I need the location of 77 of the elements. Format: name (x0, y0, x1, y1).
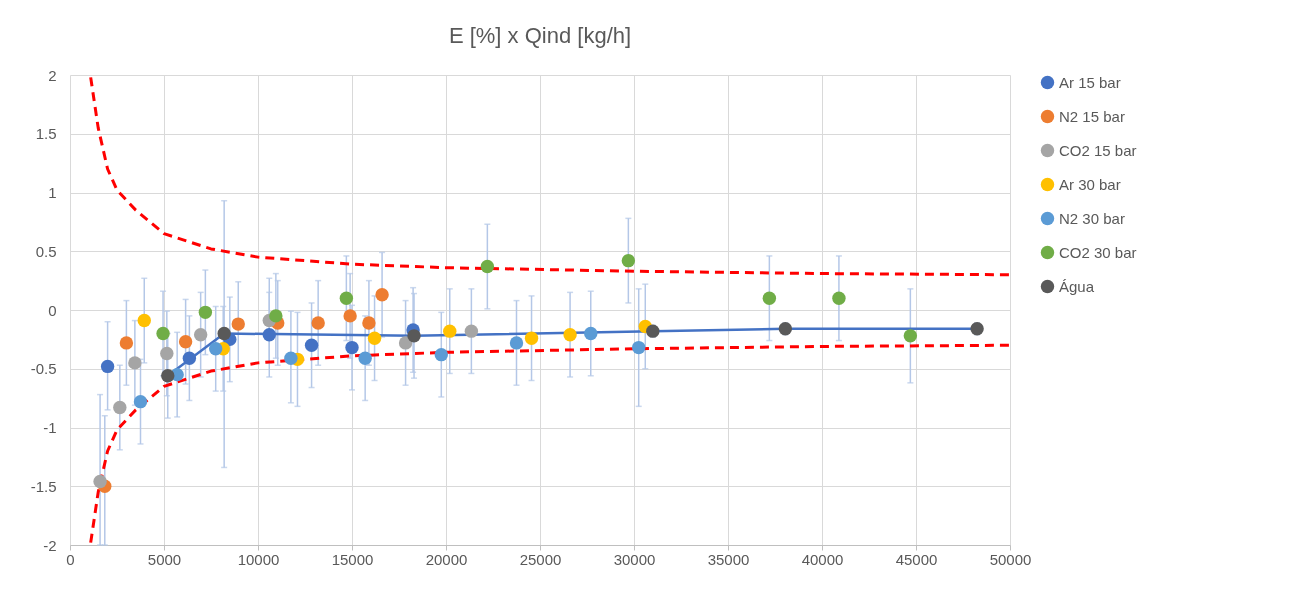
x-tick-label: 20000 (425, 550, 468, 568)
point (100, 359, 115, 374)
point (198, 305, 213, 320)
point (311, 316, 325, 330)
point (133, 394, 148, 409)
x-tick-label: 25000 (519, 550, 562, 568)
point (778, 322, 793, 336)
x-tick-label: 15000 (331, 550, 374, 568)
point (193, 327, 208, 342)
point (262, 327, 276, 342)
point (903, 329, 918, 343)
legend-label: Água (1059, 277, 1095, 295)
point (160, 346, 174, 361)
point (970, 322, 984, 336)
point (563, 327, 577, 342)
y-tick-label: 1.5 (35, 125, 57, 143)
chart-title: E [%] x Qind [kg/h] (448, 23, 632, 48)
x-tick-label: 30000 (613, 550, 656, 568)
point (128, 356, 142, 370)
point (182, 351, 197, 365)
point (407, 329, 421, 343)
x-tick-label: 0 (66, 550, 75, 568)
point (367, 331, 382, 345)
legend-label: Ar 30 bar (1059, 175, 1121, 193)
point (217, 326, 231, 341)
point (584, 326, 598, 341)
point (178, 335, 193, 349)
legend-label: CO2 15 bar (1059, 141, 1137, 159)
line-series (89, 75, 1012, 277)
y-tick-label: -0.5 (30, 360, 57, 378)
legend-label: N2 30 bar (1059, 209, 1125, 227)
point (208, 342, 223, 356)
point (137, 313, 151, 328)
point (621, 253, 636, 268)
point (832, 291, 846, 305)
x-tick-label: 35000 (707, 550, 750, 568)
point (646, 324, 660, 338)
y-tick-label: 1 (48, 184, 57, 201)
point (284, 351, 298, 365)
point (524, 331, 539, 345)
point (161, 369, 175, 383)
x-tick-label: 10000 (237, 550, 280, 568)
point (269, 309, 283, 323)
point (509, 336, 524, 350)
point (480, 259, 495, 274)
y-tick-label: -1 (43, 419, 57, 436)
point (443, 324, 457, 338)
x-tick-label: 5000 (147, 550, 182, 568)
legend-label: CO2 30 bar (1059, 243, 1137, 261)
point (339, 291, 354, 305)
point (362, 316, 376, 330)
point (375, 288, 389, 302)
point (434, 347, 449, 362)
point (113, 400, 127, 415)
y-tick-label: -1.5 (30, 477, 57, 495)
point (762, 291, 777, 305)
x-tick-label: 50000 (989, 550, 1032, 568)
point (343, 309, 357, 323)
x-tick-label: 45000 (895, 550, 938, 568)
x-tick-label: 40000 (801, 550, 844, 568)
point (358, 351, 372, 365)
point (156, 326, 170, 341)
y-tick-label: 0 (48, 301, 57, 319)
point (631, 340, 646, 355)
point (304, 338, 319, 352)
point (231, 317, 245, 331)
y-tick-label: -2 (43, 536, 57, 554)
point (119, 336, 134, 350)
legend-label: Ar 15 bar (1059, 73, 1121, 91)
line-series (89, 343, 1012, 545)
y-tick-label: 0.5 (35, 242, 57, 260)
point (398, 336, 413, 350)
y-tick-label: 2 (48, 66, 57, 84)
legend-label: N2 15 bar (1059, 107, 1125, 125)
point (93, 474, 107, 489)
point (345, 340, 359, 355)
point (464, 324, 479, 338)
